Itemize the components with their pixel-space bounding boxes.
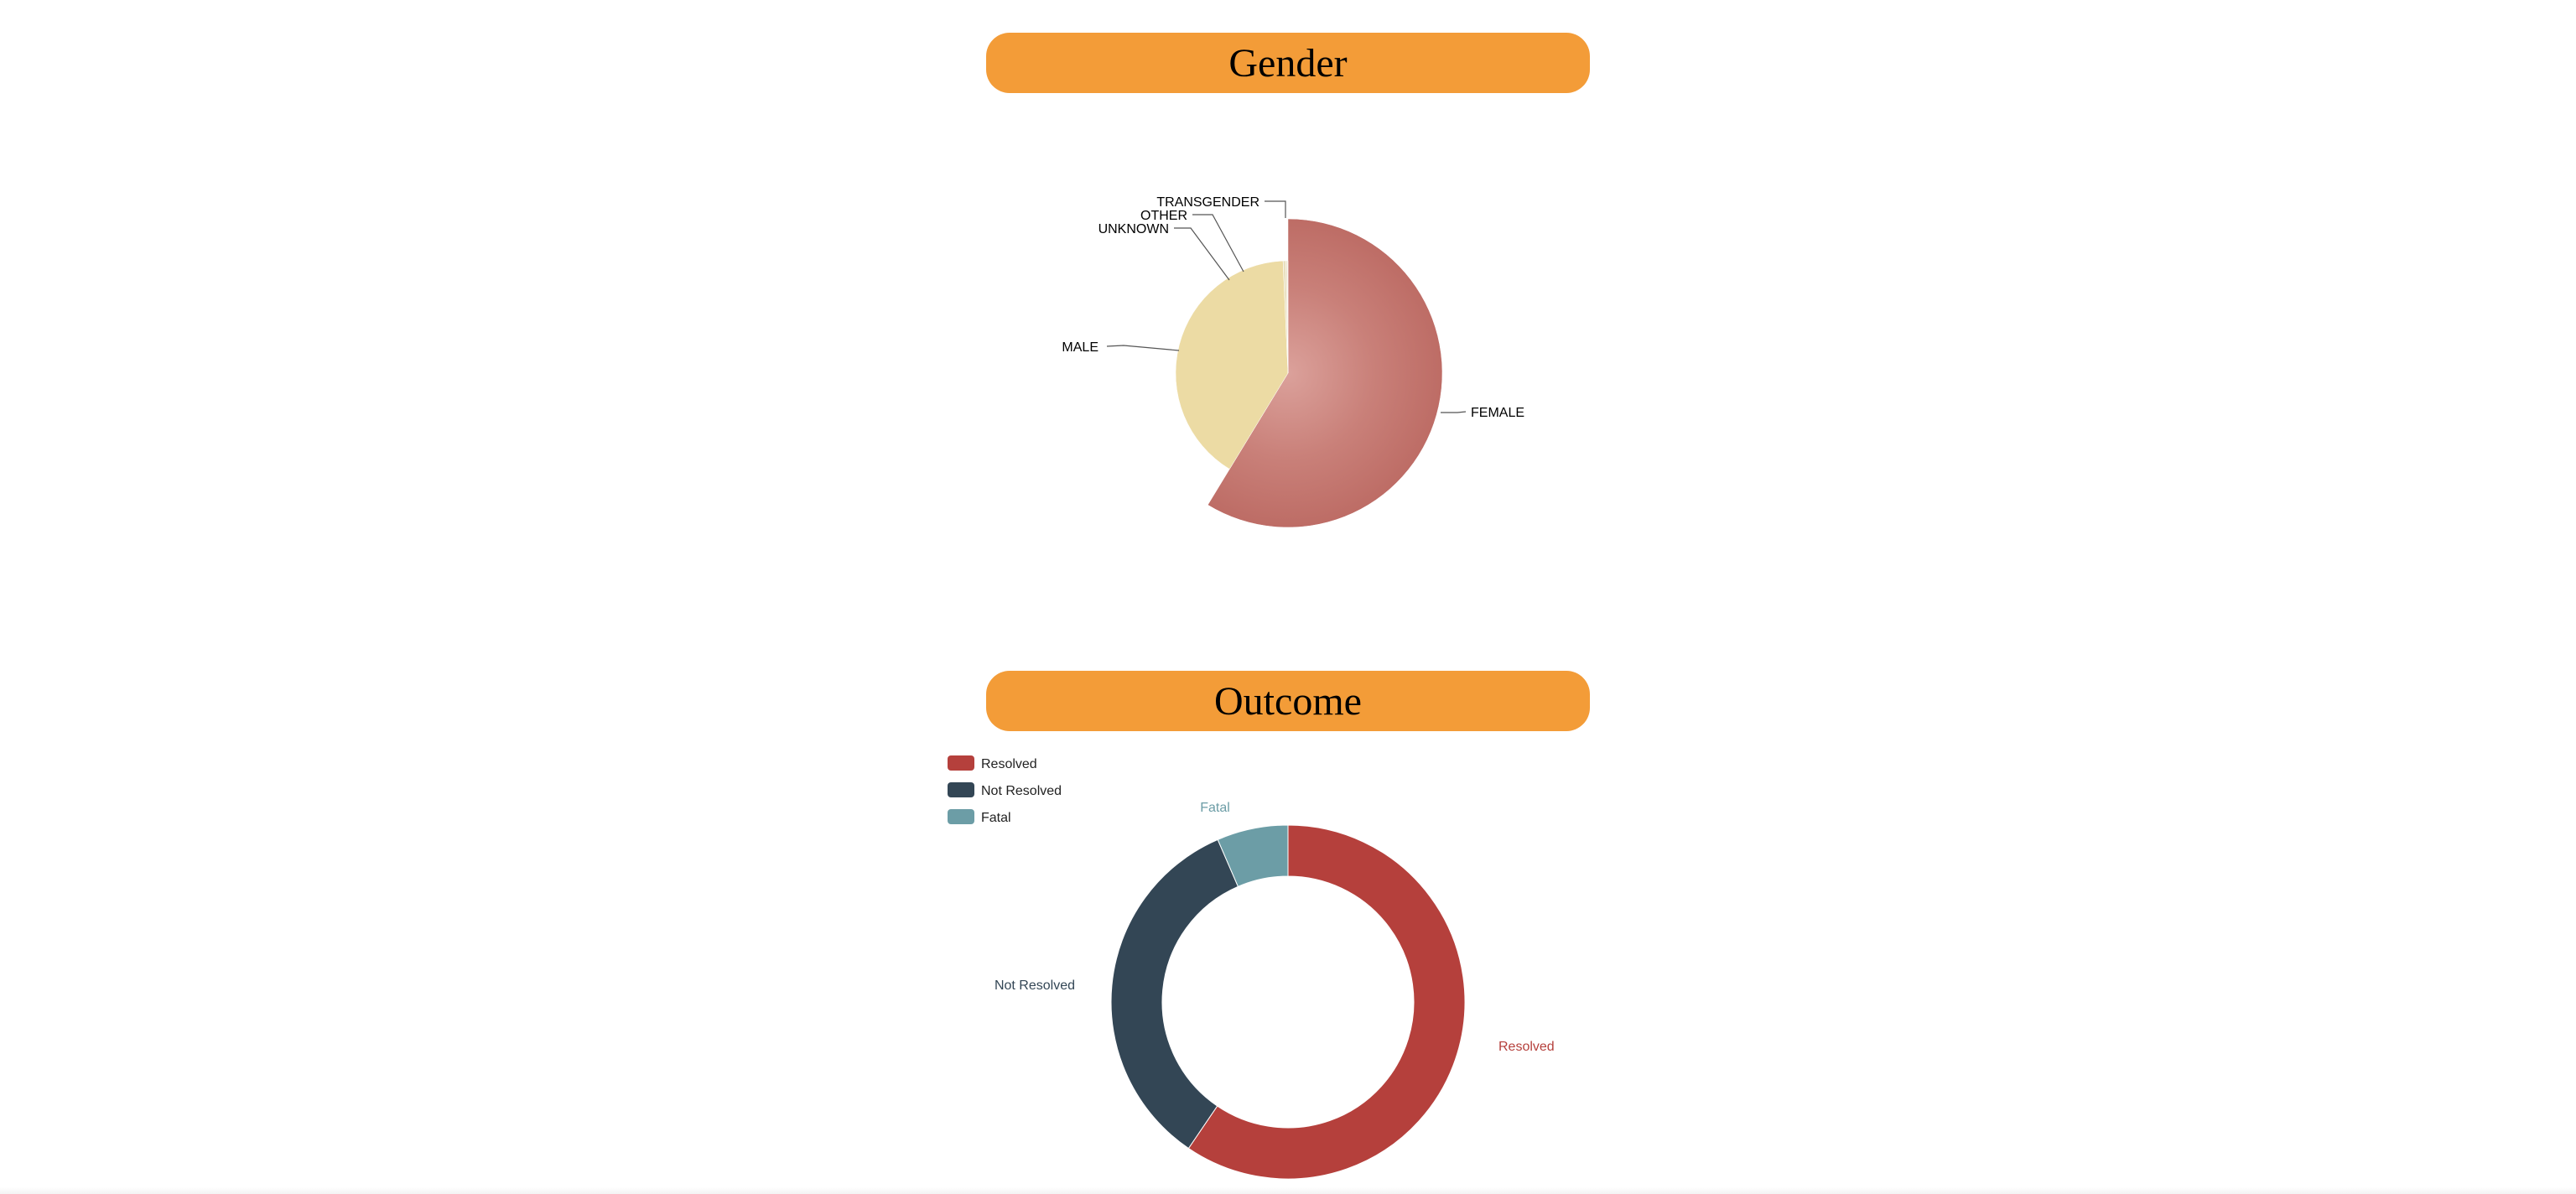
gender-label-transgender: TRANSGENDER (1156, 195, 1259, 210)
bottom-fade (0, 1187, 2576, 1194)
gender-leader-line-unknown (1174, 227, 1230, 281)
outcome-slice-resolved[interactable] (1187, 824, 1466, 1180)
outcome-label-fatal: Fatal (1200, 801, 1230, 815)
legend-label-not-resolved[interactable]: Not Resolved (981, 784, 1062, 798)
outcome-label-resolved: Resolved (1498, 1040, 1555, 1054)
outcome-legend: Resolved Not Resolved Fatal (948, 755, 1062, 825)
legend-swatch-not-resolved[interactable] (948, 782, 974, 797)
outcome-slice-fatal[interactable] (1217, 824, 1289, 887)
gender-slice-female[interactable] (1208, 218, 1443, 528)
outcome-label-not-resolved: Not Resolved (995, 979, 1075, 993)
gender-slice-transgender[interactable] (1286, 260, 1289, 374)
gender-label-female: FEMALE (1471, 406, 1524, 420)
gender-leader-line-transgender (1265, 200, 1286, 218)
legend-swatch-resolved[interactable] (948, 755, 974, 771)
legend-label-fatal[interactable]: Fatal (981, 811, 1011, 825)
outcome-title: Outcome (1214, 678, 1362, 724)
gender-slice-male[interactable] (1175, 260, 1289, 470)
gender-leader-line-other (1192, 214, 1244, 273)
gender-label-unknown: UNKNOWN (1098, 222, 1169, 236)
legend-swatch-fatal[interactable] (948, 809, 974, 824)
gender-leader-line-female (1441, 411, 1467, 413)
gender-label-other: OTHER (1140, 209, 1187, 223)
outcome-title-banner: Outcome (986, 671, 1590, 731)
outcome-slice-not-resolved[interactable] (1110, 838, 1239, 1150)
gender-title: Gender (1228, 40, 1348, 86)
gender-leader-line-male (1106, 345, 1180, 351)
gender-title-banner: Gender (986, 33, 1590, 93)
gender-label-male: MALE (1062, 340, 1098, 355)
legend-label-resolved[interactable]: Resolved (981, 757, 1037, 771)
outcome-donut-chart: Resolved Not Resolved Fatal (995, 801, 1555, 1180)
